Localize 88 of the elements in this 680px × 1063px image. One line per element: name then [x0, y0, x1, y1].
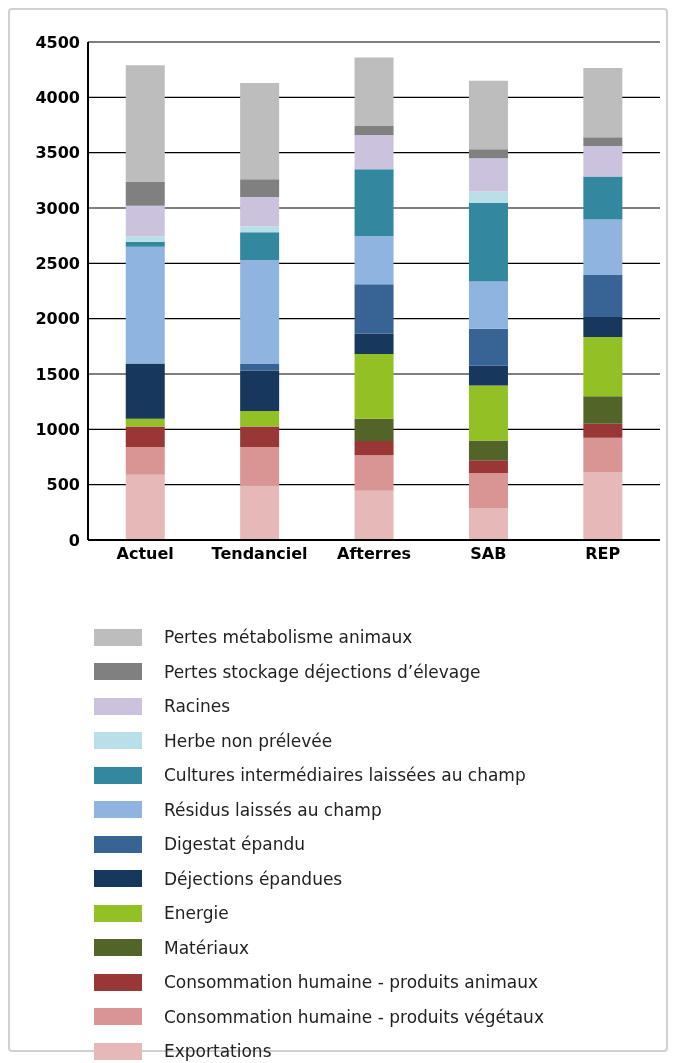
bar	[583, 146, 623, 177]
bar	[583, 336, 623, 397]
bar	[240, 426, 280, 448]
bar	[468, 460, 508, 474]
legend-label: Matériaux	[164, 937, 250, 958]
bar	[583, 274, 623, 318]
bar	[354, 490, 394, 540]
legend-label: Exportations	[164, 1041, 272, 1062]
bar	[583, 423, 623, 438]
y-tick-label: 3500	[35, 143, 80, 163]
bar	[354, 169, 394, 237]
bar	[583, 396, 623, 424]
bar	[468, 281, 508, 329]
bar	[125, 241, 165, 247]
bar	[125, 426, 165, 448]
bar	[354, 418, 394, 441]
y-tick-label: 500	[46, 475, 80, 495]
x-tick-label: Tendanciel	[211, 544, 308, 564]
legend-label: Cultures intermédiaires laissées au champ	[164, 765, 526, 786]
bar	[240, 260, 280, 365]
legend-label: Pertes stockage déjections d’élevage	[164, 661, 481, 682]
bar	[583, 219, 623, 275]
legend-label: Pertes métabolisme animaux	[164, 627, 413, 648]
bar	[125, 246, 165, 364]
bar	[240, 485, 280, 540]
x-tick-label: SAB	[470, 544, 507, 564]
bar	[468, 328, 508, 366]
bar	[125, 181, 165, 206]
bar	[354, 455, 394, 491]
bar	[468, 385, 508, 441]
bar	[583, 437, 623, 472]
bar	[468, 508, 508, 540]
bar	[240, 364, 280, 371]
bar	[583, 176, 623, 220]
legend-label: Energie	[164, 903, 229, 924]
bar	[468, 191, 508, 204]
bar	[125, 205, 165, 237]
bar	[354, 440, 394, 456]
y-tick-label: 2000	[35, 309, 80, 329]
bar	[354, 284, 394, 334]
bar	[240, 232, 280, 261]
bar	[354, 354, 394, 419]
bar	[468, 473, 508, 509]
bar	[354, 134, 394, 170]
bar	[354, 126, 394, 135]
y-tick-label: 0	[68, 530, 80, 550]
x-tick-label: Actuel	[116, 544, 174, 564]
bar	[583, 68, 623, 138]
bar	[354, 57, 394, 127]
bar	[468, 158, 508, 192]
bar	[583, 471, 623, 540]
y-tick-label: 2500	[35, 254, 80, 274]
bar	[240, 226, 280, 233]
legend-label: Herbe non prélevée	[164, 730, 333, 751]
x-tick-label: REP	[585, 544, 621, 564]
bar	[125, 418, 165, 427]
bar	[240, 196, 280, 227]
legend-label: Consommation humaine - produits végétaux	[164, 1006, 544, 1027]
bar	[354, 333, 394, 355]
bar	[125, 363, 165, 419]
y-tick-label: 1000	[35, 420, 80, 440]
bar	[354, 236, 394, 285]
bar	[125, 474, 165, 540]
bar	[240, 82, 280, 180]
legend-label: Résidus laissés au champ	[164, 799, 382, 820]
legend-label: Racines	[164, 696, 231, 717]
bar	[240, 179, 280, 197]
legend-label: Consommation humaine - produits animaux	[164, 972, 538, 993]
bar	[240, 370, 280, 412]
y-tick-label: 4000	[35, 88, 80, 108]
bar	[583, 317, 623, 337]
y-tick-label: 4500	[35, 32, 80, 52]
bar	[468, 365, 508, 386]
bar	[240, 447, 280, 486]
bar	[468, 440, 508, 461]
bar	[468, 149, 508, 159]
bar	[125, 447, 165, 475]
bar	[468, 203, 508, 282]
y-tick-label: 1500	[35, 364, 80, 384]
bar	[125, 236, 165, 242]
bar	[468, 80, 508, 150]
bar	[583, 137, 623, 147]
legend-label: Digestat épandu	[164, 834, 306, 855]
bar	[240, 411, 280, 427]
legend-label: Déjections épandues	[164, 868, 343, 889]
y-tick-label: 3000	[35, 198, 80, 218]
bar	[125, 65, 165, 182]
x-tick-label: Afterres	[337, 544, 411, 564]
